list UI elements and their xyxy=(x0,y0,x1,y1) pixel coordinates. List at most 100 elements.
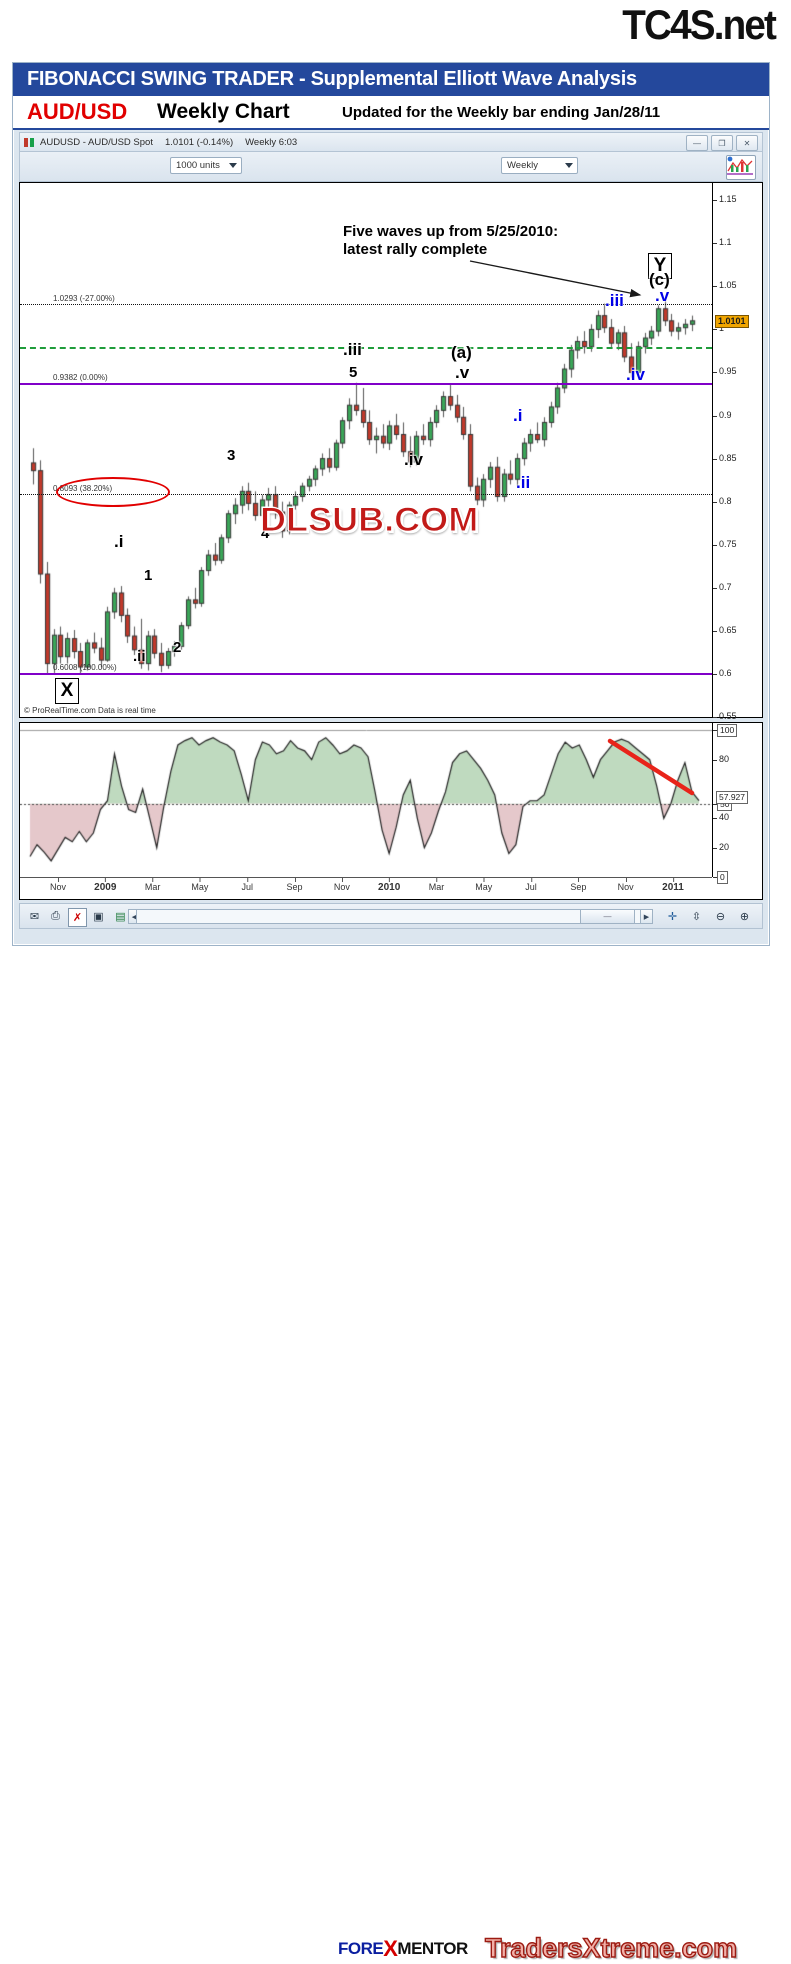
attribution-label: © ProRealTime.com Data is real time xyxy=(24,706,156,715)
zoom-out-icon[interactable]: ⊖ xyxy=(715,911,726,923)
annotation-callout: Five waves up from 5/25/2010: latest ral… xyxy=(343,223,558,259)
indicator-plot-area[interactable] xyxy=(20,723,712,877)
date-tick: Jul xyxy=(241,878,253,892)
brand-bar: TC4S.net xyxy=(0,0,791,52)
wave-label-i-2: .i xyxy=(114,532,124,551)
price-plot-area[interactable]: 1.0293 (-27.00%) 0.9382 (0.00%) 0.8093 (38… xyxy=(20,183,712,717)
forexmentor-part-b: MENTOR xyxy=(397,1939,468,1958)
candlestick-series xyxy=(20,183,712,717)
date-tick: May xyxy=(475,878,493,892)
scroll-right-button[interactable]: ▶ xyxy=(640,909,653,924)
last-price-tag: 1.0101 xyxy=(715,314,749,328)
fib-line-3 xyxy=(20,493,712,495)
print-icon[interactable]: ⎙ xyxy=(51,910,60,922)
wave-label-v-16: .v xyxy=(655,286,670,305)
banner-subheader: AUD/USD Weekly Chart Updated for the Wee… xyxy=(13,96,769,130)
indicator-tick: 40 xyxy=(713,812,729,822)
indicator-tick: 0 xyxy=(713,871,728,884)
fib-line-4 xyxy=(20,673,712,676)
date-tick: 2009 xyxy=(94,878,117,893)
wave-label-a-11: (a) xyxy=(451,343,472,362)
email-icon[interactable]: ✉ xyxy=(29,911,40,923)
date-tick: Sep xyxy=(286,878,303,892)
price-tick: 0.85 xyxy=(713,453,737,463)
date-tick: Nov xyxy=(49,878,67,892)
indicator-pane[interactable]: 100 80 50 40 20 0 57.927 Nov 2009 Mar May Jul Sep No… xyxy=(19,722,763,900)
horizontal-scrollbar[interactable] xyxy=(136,909,652,924)
date-tick: 2010 xyxy=(378,878,401,893)
chevron-down-icon xyxy=(565,163,573,168)
fib-level-label: 0.9382 (0.00%) xyxy=(53,372,108,382)
fib-level-label: 1.0293 (-27.00%) xyxy=(53,294,115,304)
indicator-tick: 100 xyxy=(713,724,738,738)
date-tick: May xyxy=(191,878,209,892)
wave-label-iv-15: .iv xyxy=(626,365,645,384)
price-tick: 0.9 xyxy=(713,410,732,420)
close-icon[interactable]: ✕ xyxy=(736,135,758,151)
date-tick: 2011 xyxy=(662,878,684,893)
price-axis[interactable]: 1.15 1.1 1.05 1 0.95 0.9 0.85 0.8 0.75 0.7 0.65 0.6… xyxy=(712,183,762,721)
save-icon[interactable]: ▣ xyxy=(93,911,104,923)
chart-tool-icon[interactable] xyxy=(726,155,756,180)
indicator-current-value: 57.927 xyxy=(716,790,748,804)
wave-label-2-4: 2 xyxy=(173,639,182,656)
chevron-down-icon xyxy=(229,163,237,168)
delete-icon[interactable]: ✗ xyxy=(68,908,87,927)
wave-label-c-17: (c) xyxy=(649,270,670,289)
price-tick: 0.95 xyxy=(713,366,737,376)
price-tick: 1.15 xyxy=(713,194,737,204)
window-last-price: 1.0101 (-0.14%) xyxy=(164,136,234,148)
footer: FOREXMENTOR TradersXtreme.com xyxy=(0,958,791,1963)
indicator-tick: 80 xyxy=(713,754,729,764)
fit-icon[interactable]: ⇳ xyxy=(691,911,702,923)
price-tick: 0.8 xyxy=(713,496,732,506)
fib-line-0 xyxy=(20,304,712,306)
window-symbol: AUDUSD - AUD/USD Spot xyxy=(40,136,153,148)
window-timeframe-info: Weekly 6:03 xyxy=(245,136,298,148)
wave-label-v-10: .v xyxy=(455,363,470,382)
callout-line-2: latest rally complete xyxy=(343,241,488,258)
price-tick: 0.55 xyxy=(713,711,737,721)
forexmentor-logo: FOREXMENTOR xyxy=(338,1934,468,1961)
date-tick: Nov xyxy=(333,878,350,892)
timeframe-dropdown-value: Weekly xyxy=(507,160,538,171)
indicator-tick: 20 xyxy=(713,842,729,852)
callout-line-1: Five waves up from 5/25/2010: xyxy=(343,223,559,240)
price-chart-pane[interactable]: 1.0293 (-27.00%) 0.9382 (0.00%) 0.8093 (38… xyxy=(19,182,763,721)
date-tick: Nov xyxy=(617,878,634,892)
chart-window-titlebar: AUDUSD - AUD/USD Spot 1.0101 (-0.14%) We… xyxy=(19,132,763,152)
wave-label-Y-1: Y xyxy=(648,253,672,279)
price-tick: 1.05 xyxy=(713,280,737,290)
forexmentor-part-a: FORE xyxy=(338,1939,384,1958)
price-tick: 0.75 xyxy=(713,539,737,549)
wave-label-ii-13: .ii xyxy=(516,473,531,492)
date-tick: Sep xyxy=(570,878,587,892)
tradersxtreme-logo: TradersXtreme.com xyxy=(484,1932,738,1963)
wave-label-X-0: X xyxy=(55,678,79,704)
maximize-icon[interactable]: ❐ xyxy=(711,135,733,151)
watermark: DLSUB.COM xyxy=(259,501,479,540)
price-tick: 0.6 xyxy=(713,668,732,678)
highlight-ellipse xyxy=(56,477,170,507)
zoom-in-icon[interactable]: ⊕ xyxy=(739,911,750,923)
window-controls: — ❐ ✕ xyxy=(686,135,758,151)
chart-kind-label: Weekly Chart xyxy=(157,100,290,123)
updated-label: Updated for the Weekly bar ending Jan/28… xyxy=(342,103,661,121)
indicator-axis[interactable]: 100 80 50 40 20 0 57.927 xyxy=(712,723,762,884)
price-tick: 0.65 xyxy=(713,625,737,635)
units-dropdown[interactable]: 1000 units xyxy=(170,157,242,174)
library-icon[interactable]: ▤ xyxy=(115,911,126,923)
wave-label-iii-14: .iii xyxy=(605,291,624,310)
fib-line-2 xyxy=(20,382,712,385)
forexmentor-x: X xyxy=(383,1936,398,1961)
fib-level-label: 0.6008 (100.00%) xyxy=(53,663,117,673)
price-tick: 1.1 xyxy=(713,237,732,247)
date-axis: Nov 2009 Mar May Jul Sep Nov 2010 Mar May Jul Sep No… xyxy=(20,877,712,899)
rsi-series xyxy=(20,723,712,877)
tc4s-logo: TC4S.net xyxy=(622,1,777,48)
minimize-icon[interactable]: — xyxy=(686,135,708,151)
crosshair-icon[interactable]: ✛ xyxy=(667,911,678,923)
date-tick: Jul xyxy=(525,878,537,892)
scrollbar-thumb[interactable]: — xyxy=(580,909,635,924)
timeframe-dropdown[interactable]: Weekly xyxy=(501,157,578,174)
